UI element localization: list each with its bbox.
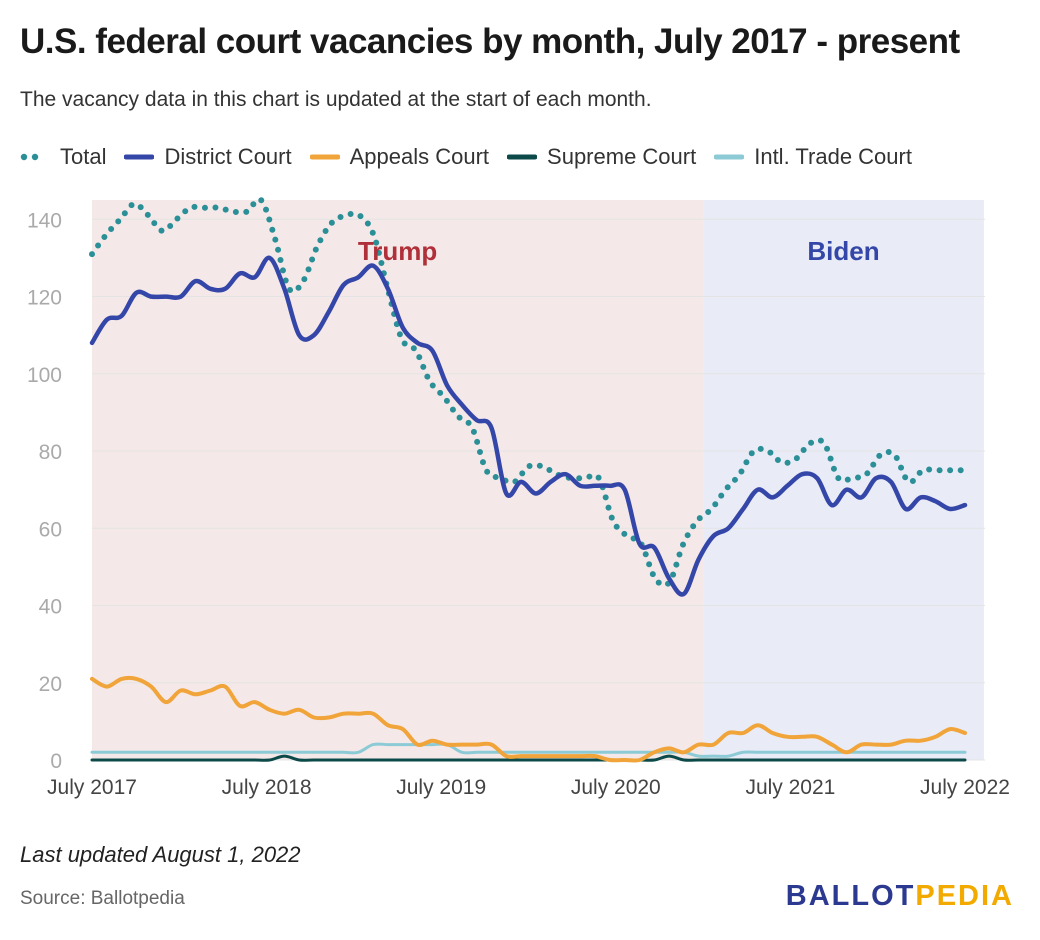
legend-swatch-supreme [507,154,538,160]
legend-item-district[interactable]: District Court [124,144,292,170]
series-line-total [89,196,968,589]
series-line-intl-trade-court [90,742,967,758]
y-tick-label: 0 [50,750,62,773]
series-line-district-court [89,255,968,597]
chart-legend: Total District Court Appeals Court Supre… [20,144,930,170]
vacancy-line-chart: Trump Biden 0 20 40 60 80 100 120 140 July 2017 Jul… [27,196,1010,799]
series-layer [89,196,968,763]
legend-label-trade: Intl. Trade Court [754,144,912,169]
chart-title: U.S. federal court vacancies by month, J… [20,22,960,61]
legend-item-appeals[interactable]: Appeals Court [309,144,490,170]
y-tick-label: 80 [39,441,62,464]
logo-part-ballot: BALLOT [785,880,916,912]
legend-item-supreme[interactable]: Supreme Court [507,144,696,170]
series-line-appeals-court [90,675,967,763]
logo-part-pedia: PEDIA [915,880,1014,912]
legend-label-appeals: Appeals Court [349,144,490,169]
labels-layer: Trump Biden 0 20 40 60 80 100 120 140 July 2017 Jul… [27,209,1010,799]
legend-item-total[interactable]: Total [20,144,106,170]
y-tick-label: 100 [27,364,62,387]
legend-swatch-appeals [309,154,340,160]
series-line-supreme-court [90,754,967,762]
region-biden [703,200,984,760]
y-tick-label: 20 [39,673,62,696]
region-trump [92,200,704,760]
legend-item-trade[interactable]: Intl. Trade Court [714,144,912,170]
region-label-biden: Biden [807,236,879,266]
legend-label-supreme: Supreme Court [547,144,697,169]
y-tick-label: 60 [39,518,62,541]
x-tick-label: July 2019 [396,776,486,799]
x-tick-label: July 2018 [222,776,312,799]
x-tick-label: July 2017 [47,776,137,799]
legend-swatch-trade [714,154,745,160]
ballotpedia-logo: BALLOTPEDIA [786,880,1014,913]
x-tick-label: July 2020 [571,776,661,799]
x-tick-label: July 2022 [920,776,1010,799]
last-updated-note: Last updated August 1, 2022 [20,842,301,867]
x-tick-label: July 2021 [745,776,835,799]
legend-label-district: District Court [164,144,292,169]
legend-swatch-district [124,154,155,160]
y-tick-label: 120 [27,287,62,310]
legend-swatch-total [20,153,39,161]
chart-subtitle: The vacancy data in this chart is update… [20,88,652,111]
y-tick-label: 40 [39,596,62,619]
region-label-trump: Trump [358,236,437,266]
source-note: Source: Ballotpedia [20,888,185,909]
chart-area: Trump Biden 0 20 40 60 80 100 120 140 July 2017 Jul… [0,180,1040,820]
y-tick-label: 140 [27,209,62,232]
legend-label-total: Total [60,144,107,169]
